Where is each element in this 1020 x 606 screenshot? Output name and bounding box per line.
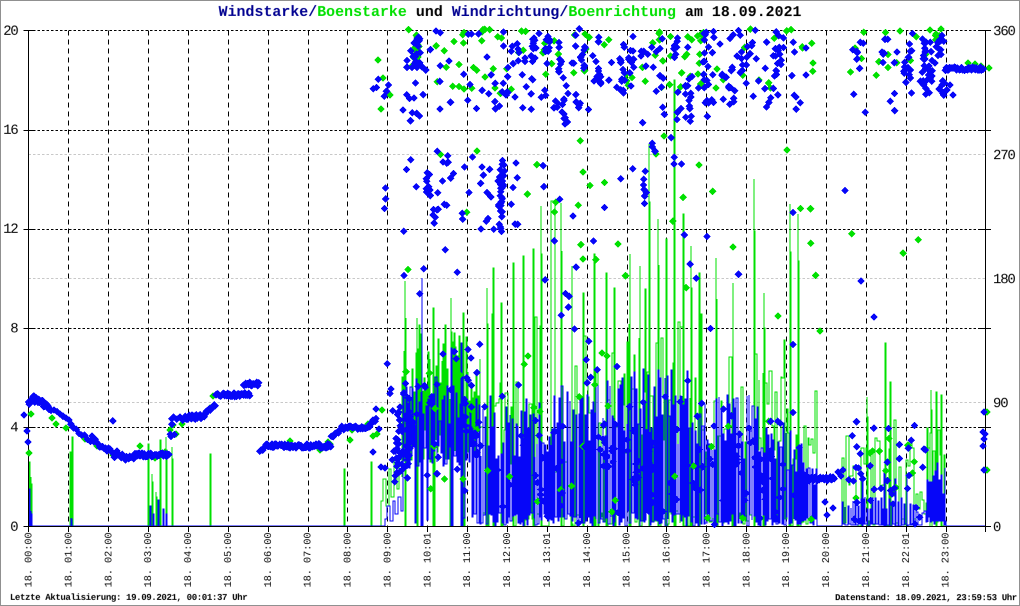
svg-text:20: 20 [3, 24, 18, 40]
svg-text:18. 14:00: 18. 14:00 [583, 533, 594, 588]
svg-text:und: und [407, 5, 452, 21]
svg-text:18. 20:00: 18. 20:00 [822, 533, 833, 588]
svg-text:180: 180 [993, 272, 1015, 288]
svg-text:18. 10:01: 18. 10:01 [423, 532, 434, 587]
svg-text:18. 02:00: 18. 02:00 [104, 532, 115, 587]
svg-text:18. 11:00: 18. 11:00 [463, 532, 474, 587]
svg-text:18. 21:00: 18. 21:00 [862, 533, 873, 588]
svg-text:18. 16:00: 18. 16:00 [663, 533, 674, 588]
svg-text:16: 16 [3, 123, 18, 139]
svg-text:18. 09:00: 18. 09:00 [383, 532, 394, 587]
svg-text:18. 15:00: 18. 15:00 [623, 533, 634, 588]
svg-text:270: 270 [993, 148, 1015, 164]
svg-text:18. 08:00: 18. 08:00 [344, 532, 355, 587]
svg-text:18. 00:00: 18. 00:00 [25, 532, 36, 587]
svg-text:18. 07:00: 18. 07:00 [304, 532, 315, 587]
svg-text:Boenrichtung: Boenrichtung [568, 5, 676, 21]
svg-text:am 18.09.2021: am 18.09.2021 [676, 5, 802, 21]
svg-text:Boenstarke: Boenstarke [317, 5, 407, 21]
svg-text:90: 90 [993, 396, 1008, 412]
svg-text:Datenstand: 18.09.2021, 23:59:: Datenstand: 18.09.2021, 23:59:53 Uhr [835, 593, 1017, 603]
svg-text:Letzte Aktualisierung: 19.09.2: Letzte Aktualisierung: 19.09.2021, 00:01… [10, 593, 247, 603]
svg-text:18. 04:00: 18. 04:00 [184, 532, 195, 587]
svg-text:18. 01:00: 18. 01:00 [64, 532, 75, 587]
svg-text:360: 360 [993, 24, 1015, 40]
svg-text:18. 13:01: 18. 13:01 [543, 533, 554, 588]
svg-text:Windstarke/: Windstarke/ [219, 5, 318, 21]
svg-text:18. 12:00: 18. 12:00 [503, 532, 514, 587]
svg-text:18. 22:01: 18. 22:01 [902, 533, 913, 588]
svg-text:0: 0 [10, 520, 18, 536]
svg-text:4: 4 [10, 420, 18, 436]
svg-text:18. 03:00: 18. 03:00 [144, 532, 155, 587]
svg-text:8: 8 [10, 321, 18, 337]
svg-text:18. 06:00: 18. 06:00 [264, 532, 275, 587]
svg-text:0: 0 [993, 520, 1001, 536]
svg-text:18. 18:00: 18. 18:00 [742, 533, 753, 588]
svg-text:12: 12 [3, 222, 18, 238]
svg-text:18. 19:00: 18. 19:00 [782, 533, 793, 588]
svg-text:18. 05:00: 18. 05:00 [224, 532, 235, 587]
svg-text:18. 17:00: 18. 17:00 [702, 533, 713, 588]
svg-text:Windrichtung/: Windrichtung/ [452, 5, 569, 21]
svg-text:18. 23:00: 18. 23:00 [942, 533, 953, 588]
